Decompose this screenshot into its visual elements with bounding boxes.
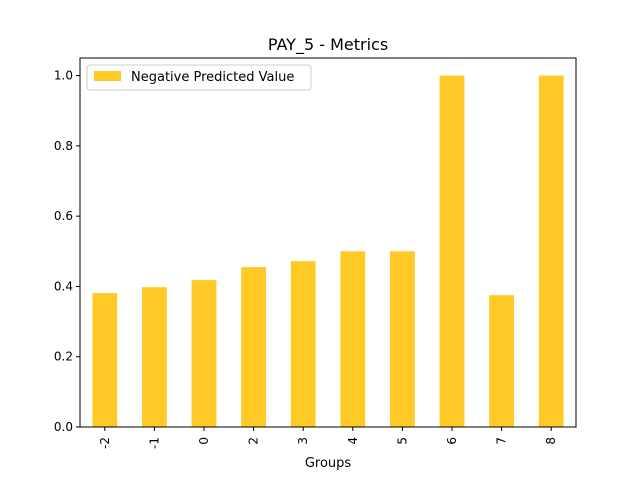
bar--1 xyxy=(142,287,167,427)
bar-2 xyxy=(241,267,266,427)
x-tick-label: 6 xyxy=(445,437,459,445)
x-tick-label: 2 xyxy=(247,437,261,445)
x-tick-label: 8 xyxy=(544,437,558,445)
x-tick-label: -2 xyxy=(98,437,112,449)
bar-4 xyxy=(340,251,366,427)
x-axis-label: Groups xyxy=(305,456,352,471)
bar-6 xyxy=(439,75,465,428)
x-tick-label: 5 xyxy=(395,437,409,445)
bar-5 xyxy=(390,251,415,427)
x-tick-label: 4 xyxy=(346,437,360,445)
bar-3 xyxy=(290,261,316,427)
x-tick-label: 3 xyxy=(296,437,310,445)
legend: Negative Predicted Value xyxy=(86,64,312,91)
x-tick-label: -1 xyxy=(147,437,161,449)
x-tick-label: 0 xyxy=(197,437,211,445)
y-tick-label: 0.4 xyxy=(54,279,73,293)
bar-7 xyxy=(489,295,514,427)
axes-frame xyxy=(79,57,577,428)
bar--2 xyxy=(92,293,118,427)
legend-box xyxy=(86,64,312,91)
y-tick-label: 0.2 xyxy=(54,350,73,364)
y-tick-label: 1.0 xyxy=(54,69,73,83)
bar-8 xyxy=(538,75,564,428)
legend-swatch xyxy=(94,71,121,81)
y-tick-label: 0.0 xyxy=(54,420,73,434)
y-tick-label: 0.6 xyxy=(54,209,73,223)
x-tick-label: 7 xyxy=(495,437,509,445)
bar-0 xyxy=(191,280,217,427)
chart-title: PAY_5 - Metrics xyxy=(268,35,388,55)
legend-label: Negative Predicted Value xyxy=(131,70,294,85)
y-tick-label: 0.8 xyxy=(54,139,73,153)
